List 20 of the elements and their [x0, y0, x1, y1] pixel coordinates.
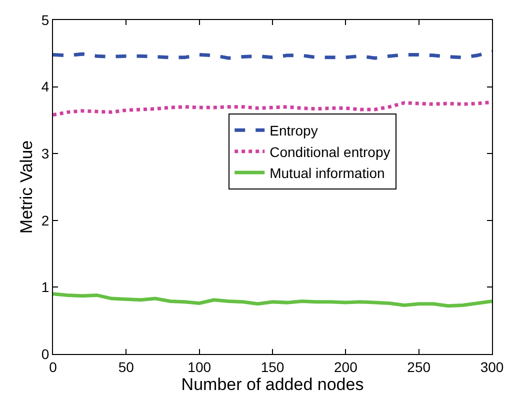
line-series	[53, 50, 492, 60]
x-tick-label: 150	[260, 358, 284, 375]
y-tick-label: 0	[41, 346, 50, 362]
x-axis-title: Number of added nodes	[181, 374, 364, 394]
y-tick-label: 4	[41, 78, 50, 95]
x-tick-label: 300	[480, 358, 504, 375]
x-tick-label: 200	[334, 358, 358, 375]
line-series	[53, 292, 492, 308]
line-series	[53, 100, 492, 117]
y-tick-label: 5	[41, 12, 50, 28]
x-tick-label: 100	[188, 358, 212, 375]
legend-label: Mutual information	[270, 164, 385, 181]
x-tick-label: 250	[407, 358, 431, 375]
x-tick-label: 50	[118, 358, 134, 375]
legend-label: Entropy	[270, 122, 318, 139]
y-tick-label: 2	[41, 212, 50, 228]
y-tick-label: 1	[41, 279, 50, 296]
legend-label: Conditional entropy	[270, 144, 390, 160]
y-axis-title: Metric Value	[16, 140, 36, 234]
y-tick-label: 3	[41, 146, 50, 162]
